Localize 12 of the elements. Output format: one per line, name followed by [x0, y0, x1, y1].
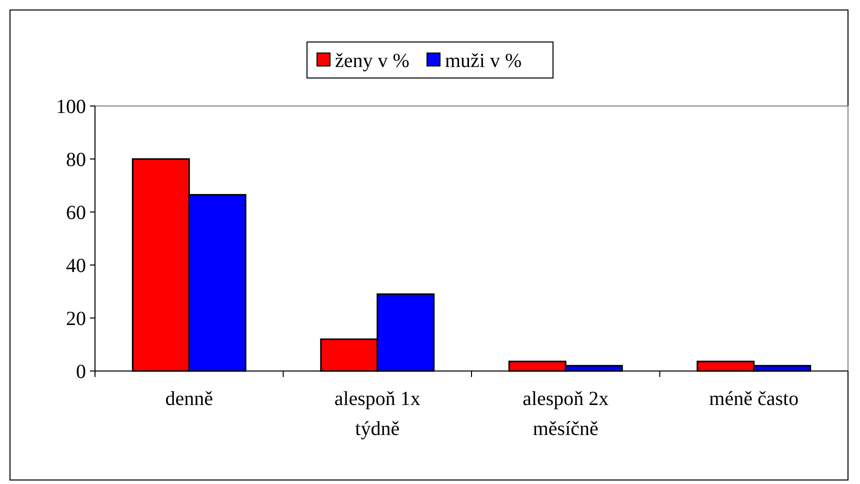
- x-tick-label: alespoň 1x týdně: [334, 388, 420, 440]
- legend-label: ženy v %: [335, 50, 410, 72]
- y-tick-label: 0: [76, 361, 86, 383]
- x-tick-label: alespoň 2x měsíčně: [522, 388, 609, 440]
- y-tick-label: 40: [66, 255, 86, 277]
- x-tick-label: méně často: [709, 388, 799, 410]
- legend-label: muži v %: [445, 50, 522, 72]
- y-tick-label: 80: [66, 149, 86, 171]
- y-tick-label: 100: [56, 96, 86, 118]
- y-tick-label: 20: [66, 308, 86, 330]
- y-tick-label: 60: [66, 202, 86, 224]
- x-tick-label: denně: [165, 388, 214, 410]
